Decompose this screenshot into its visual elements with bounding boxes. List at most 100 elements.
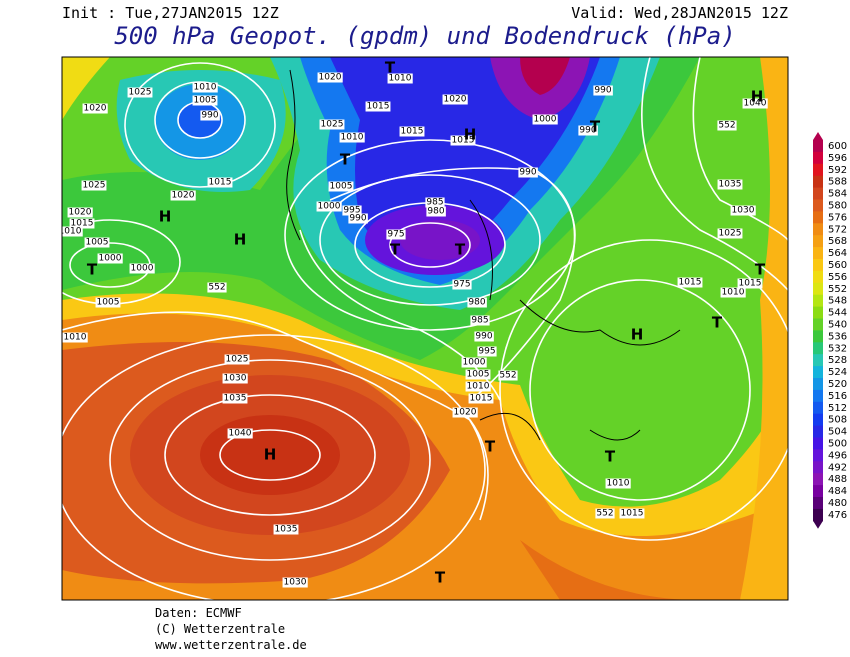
isobar-label: 990 [349, 214, 366, 224]
isobar-label: 1010 [194, 83, 217, 93]
colorbar-swatch [813, 306, 823, 319]
footer-copyright: (C) Wetterzentrale [155, 622, 285, 636]
isobar-label: 1015 [452, 136, 475, 146]
isobar-label: 990 [475, 332, 492, 342]
isobar-label: 1020 [69, 208, 92, 218]
colorbar-label: 580 [828, 200, 847, 211]
isobar-label: 1040 [744, 99, 767, 109]
isobar-label: 1025 [719, 229, 742, 239]
pressure-center: H [631, 326, 644, 344]
isobar-label: 1035 [275, 525, 298, 535]
isobar-label-bg [465, 369, 491, 380]
colorbar-swatch [813, 187, 823, 200]
isobar-label: 1010 [341, 133, 364, 143]
isobar-label-bg [339, 132, 365, 143]
isobar-label-bg [742, 98, 768, 109]
isobar-label-bg [452, 279, 472, 290]
colorbar-label: 584 [828, 189, 847, 200]
isobar-label-bg [81, 180, 107, 191]
colorbar-label: 520 [828, 379, 847, 390]
colorbar-swatch [813, 211, 823, 224]
colorbar-swatch [813, 378, 823, 391]
isobar-label-bg [170, 190, 196, 201]
colorbar-label: 500 [828, 438, 847, 449]
pressure-center: T [712, 314, 723, 332]
colorbar-swatch [813, 140, 823, 153]
isobar-label-bg [387, 73, 413, 84]
isobar-label-bg [317, 72, 343, 83]
colorbar-label: 496 [828, 450, 847, 461]
pressure-center: H [234, 231, 247, 249]
colorbar-label: 516 [828, 391, 847, 402]
isobar-label-bg [62, 226, 83, 237]
isobar-label-bg [95, 297, 121, 308]
isobar-label-bg [62, 332, 88, 343]
isobar-label: 1035 [224, 394, 247, 404]
pressure-center: T [385, 59, 396, 77]
isobar-label-bg [465, 381, 491, 392]
colorbar-swatch [813, 175, 823, 189]
isobar-label: 1010 [389, 74, 412, 84]
isobar-label-bg [69, 218, 95, 229]
isobar-label: 1000 [534, 115, 557, 125]
pressure-center: T [590, 118, 601, 136]
isobar-label: 1005 [467, 370, 490, 380]
colorbar-swatch [813, 282, 823, 296]
isobar-label: 985 [426, 198, 443, 208]
isobar-label-bg [498, 370, 518, 381]
isobar-label-bg [450, 135, 476, 146]
isobar-label: 1010 [722, 288, 745, 298]
isobar-label-bg [319, 119, 345, 130]
isobar-label: 1005 [330, 182, 353, 192]
isobar-label: 985 [471, 316, 488, 326]
colorbar-swatch [813, 366, 823, 379]
isobar-label-bg [82, 103, 108, 114]
isobar-label: 1020 [84, 104, 107, 114]
colorbar-swatch [813, 247, 823, 260]
colorbar-swatch [813, 425, 823, 438]
colorbar-label: 476 [828, 510, 847, 521]
isobar-label-bg [578, 125, 598, 136]
isobar-label: 1005 [194, 96, 217, 106]
pressure-center: T [605, 448, 616, 466]
isobar-label: 1025 [226, 355, 249, 365]
isobar-label: 1005 [97, 298, 120, 308]
isobar-label: 1010 [64, 333, 87, 343]
isobar-label-bg [192, 95, 218, 106]
colorbar-swatch [813, 497, 823, 510]
colorbar-bottom-arrow [813, 520, 823, 529]
isobar-label: 1030 [224, 374, 247, 384]
isobar-label-bg [67, 207, 93, 218]
isobar-label: 552 [596, 509, 613, 519]
colorbar-swatch [813, 330, 823, 343]
isobar-label: 1025 [129, 88, 152, 98]
isobar-label-bg [677, 277, 703, 288]
colorbar-label: 564 [828, 248, 847, 259]
isobar-label-bg [224, 354, 250, 365]
isobar-label: 552 [718, 121, 735, 131]
isobar-label-bg [717, 179, 743, 190]
isobar-label-bg [348, 213, 368, 224]
isobar-label-bg [474, 331, 494, 342]
colorbar-swatch [813, 354, 823, 367]
pressure-center: H [464, 126, 477, 144]
pressure-center: T [390, 241, 401, 259]
isobar-label: 990 [579, 126, 596, 136]
colorbar-label: 532 [828, 343, 847, 354]
isobar-label: 1025 [83, 181, 106, 191]
isobar-label-bg [365, 101, 391, 112]
pressure-center: T [755, 261, 766, 279]
init-time: Init : Tue,27JAN2015 12Z [62, 4, 279, 22]
colorbar-swatch [813, 437, 823, 450]
colorbar-label: 576 [828, 212, 847, 223]
isobar-label-bg [605, 478, 631, 489]
isobar-label-bg [425, 197, 445, 208]
colorbar-label: 556 [828, 272, 847, 283]
isobar-label-bg [461, 357, 487, 368]
colorbar-swatch [813, 151, 823, 165]
isobar-label-bg [717, 228, 743, 239]
isobar-label-bg [200, 110, 220, 121]
isobar-label: 1015 [209, 178, 232, 188]
